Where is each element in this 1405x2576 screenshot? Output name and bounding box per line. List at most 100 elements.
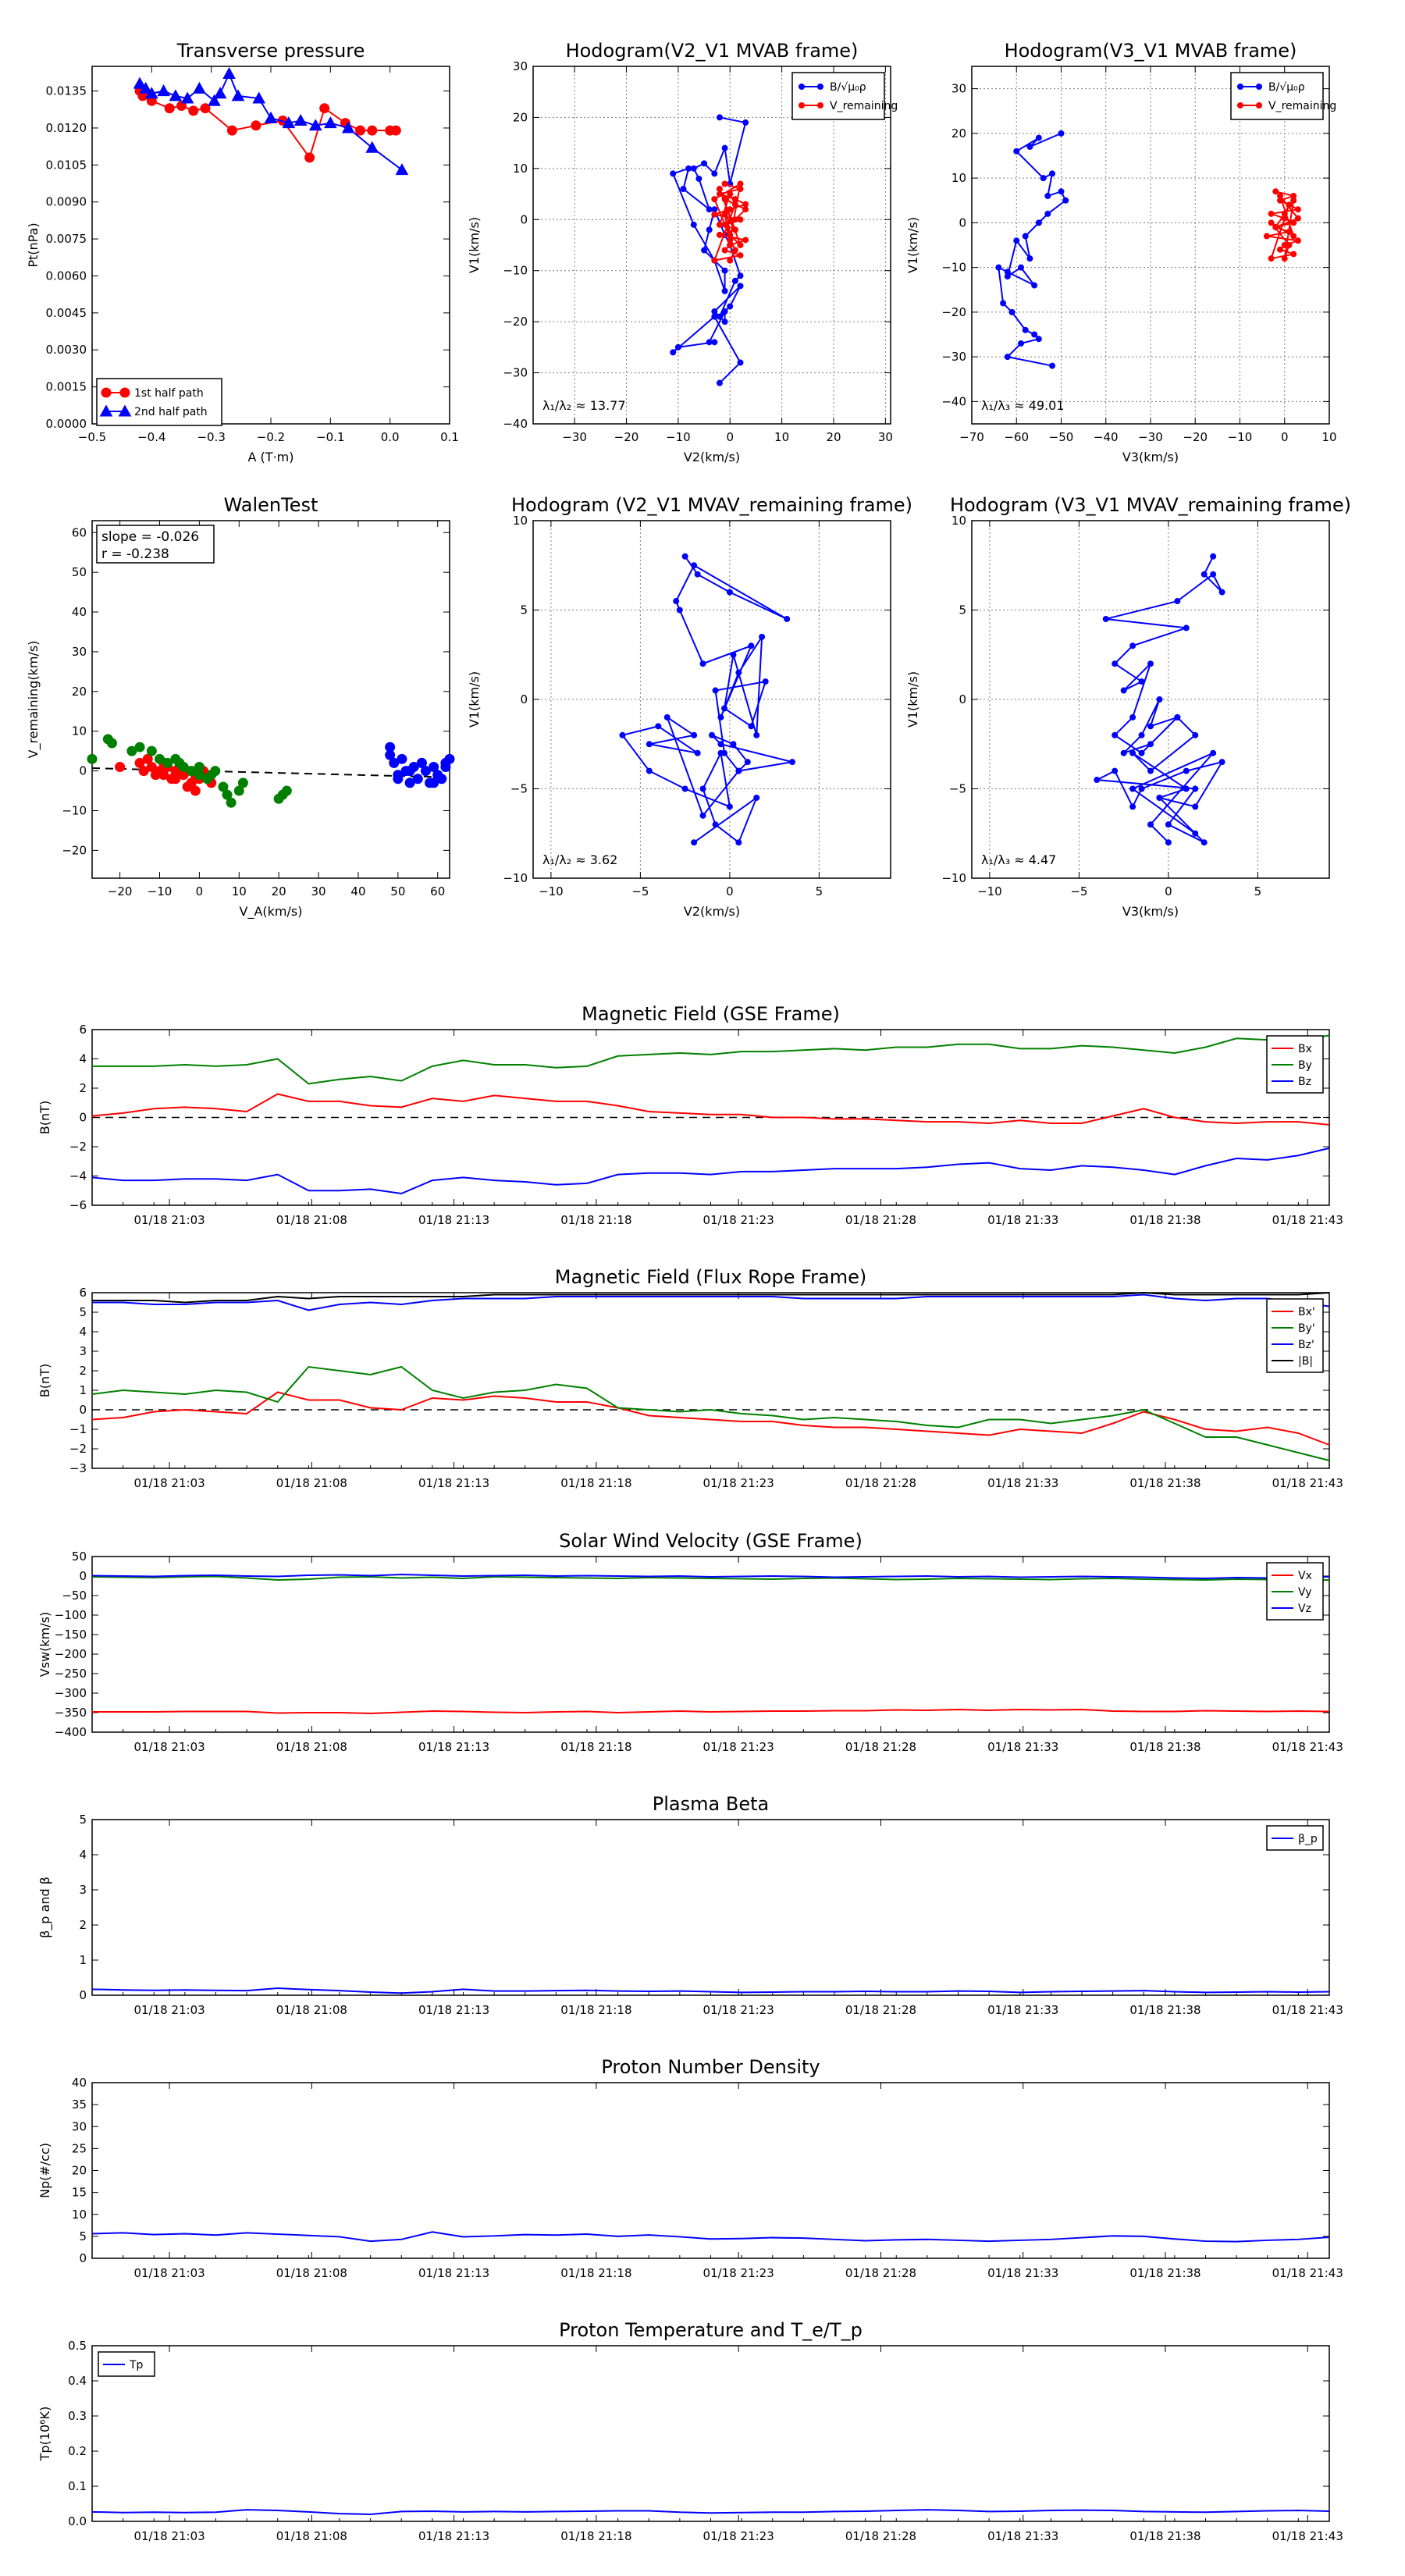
y-tick-label: 10 [72,2208,87,2222]
data-point [1200,571,1208,578]
data-point [87,753,98,764]
data-point [126,745,137,756]
data-point [1174,598,1181,605]
panel-walen: −20 −10 0 10 20 30 40 50 60 −20 −10 0 10 20 30 40 50 60 Wa… [26,494,455,920]
legend: β_p [1266,1825,1324,1851]
data-point [646,767,653,774]
data-point [673,598,680,605]
data-point [146,762,157,773]
y-tick-label: 0 [79,1403,87,1417]
x-tick-label: 01/18 21:28 [845,1213,916,1227]
data-point [1165,839,1172,846]
data-point [1268,219,1275,226]
data-point [1013,237,1020,244]
data-point [304,152,315,163]
y-tick-label: 0.4 [68,2374,87,2388]
y-tick-label: 0.2 [68,2444,87,2458]
y-tick-label: 50 [72,565,87,579]
y-tick-label: 2 [79,1364,87,1378]
x-tick-label: −20 [614,430,639,444]
y-tick-label: 0.5 [68,2339,87,2353]
data-point [1286,242,1293,248]
y-tick-label: −10 [941,871,966,885]
data-point [194,762,205,773]
legend: B/√μ₀ρ V_remaining [1230,72,1336,120]
data-point [731,277,738,284]
data-point [726,589,733,596]
x-axis-label: A (T·m) [248,450,294,464]
data-point [727,190,734,197]
x-axis-label: V3(km/s) [1122,904,1179,919]
y-tick-label: 0.3 [68,2409,87,2423]
data-point [1183,767,1190,774]
data-point [233,785,244,796]
ratio-annotation: λ₁/λ₃ ≈ 49.01 [981,398,1065,413]
x-tick-label: −10 [539,884,564,898]
legend-marker [119,387,130,398]
data-point [694,749,701,756]
data-point [1120,687,1127,694]
legend-marker [817,102,823,109]
y-tick-label: 20 [951,126,966,141]
data-point [1112,731,1119,738]
y-tick-label: 0 [959,215,966,229]
data-point [737,272,744,279]
data-point [293,113,308,126]
data-point [1129,803,1136,810]
data-point [737,216,744,223]
y-axis-label: B(nT) [37,1364,52,1397]
data-point [164,103,175,114]
data-point [737,283,744,290]
data-point [1129,713,1136,720]
series-line-Tp [91,2509,1330,2516]
data-point [731,216,738,223]
y-tick-label: 1 [79,1953,87,1967]
data-point [1138,749,1145,756]
legend: B/√μ₀ρ V_remaining [791,72,898,120]
data-point [440,762,451,773]
legend-box [96,378,222,426]
data-point [193,81,206,94]
data-point [727,231,734,238]
x-tick-label: −5 [631,884,649,898]
data-point [727,237,734,244]
panel-bfr: Magnetic Field (Flux Rope Frame) 01/18 21… [37,1266,1343,1490]
data-point [206,770,217,781]
data-point [1102,615,1109,622]
y-tick-label: 0.0000 [46,417,87,431]
series-line-By' [91,1365,1330,1461]
data-point [390,125,401,136]
data-point [1210,571,1217,578]
data-point [323,116,337,129]
chart-title: Magnetic Field (GSE Frame) [582,1003,840,1025]
x-tick-label: 0.0 [381,430,400,444]
y-axis-label: Pt(nPa) [26,222,41,267]
data-point [663,713,670,720]
data-point [721,287,728,294]
x-tick-label: −5 [1070,884,1087,898]
data-point [711,211,718,218]
data-point [1192,731,1199,738]
y-tick-label: 0 [79,1988,87,2002]
data-point [1281,210,1288,217]
y-tick-label: 40 [72,605,87,619]
data-point [412,774,423,785]
data-point [420,766,431,777]
x-tick-label: 50 [390,884,405,898]
x-tick-label: −10 [148,884,173,898]
series-line [621,556,793,844]
data-point [1035,219,1042,226]
y-tick-label: 5 [79,2229,87,2243]
y-tick-label: −5 [949,782,966,796]
y-tick-label: −350 [55,1706,87,1720]
y-tick-label: −10 [503,264,528,278]
y-tick-label: 0.0120 [46,121,87,135]
x-tick-label: 10 [774,430,789,444]
x-tick-label: 01/18 21:33 [987,1740,1058,1754]
x-tick-label: −20 [1183,430,1208,444]
series-1 [711,180,749,264]
data-point [1147,767,1154,774]
data-point [1129,749,1136,756]
x-tick-label: 20 [826,430,841,444]
x-tick-label: −10 [977,884,1002,898]
